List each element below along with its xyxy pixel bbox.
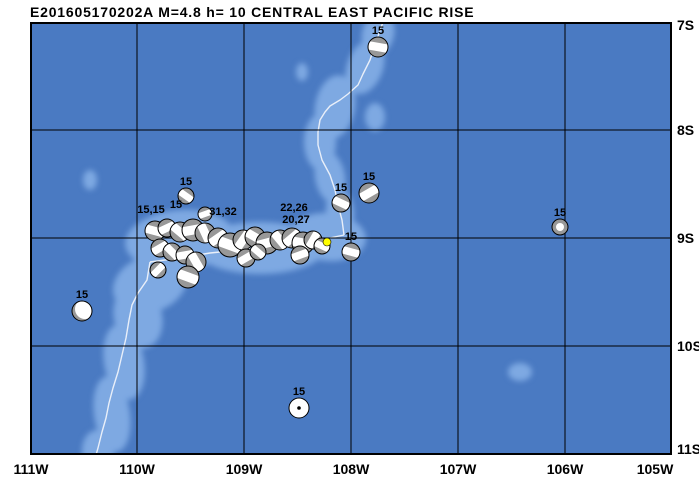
longitude-label: 110W bbox=[119, 461, 155, 477]
longitude-label: 109W bbox=[225, 461, 263, 477]
shallow-bathymetry-patch bbox=[83, 170, 97, 190]
latitude-label: 10S bbox=[677, 338, 699, 354]
map-frame bbox=[30, 22, 672, 455]
latitude-label: 9S bbox=[677, 230, 695, 246]
magnitude-label: 15 bbox=[180, 176, 192, 188]
event-marker-dot bbox=[322, 237, 332, 247]
longitude-label: 105W bbox=[636, 461, 674, 477]
longitude-label: 107W bbox=[439, 461, 477, 477]
beachball-marker bbox=[249, 243, 267, 261]
map-area: 15 15 15 15 15 15 15 15 15,15 15 31,32 22,26 20,27 bbox=[30, 22, 672, 455]
magnitude-label: 15,15 bbox=[137, 204, 165, 216]
beachball-marker: 15 bbox=[341, 231, 361, 262]
shallow-bathymetry-patch bbox=[365, 103, 385, 131]
magnitude-label: 20,27 bbox=[282, 214, 310, 226]
shallow-bathymetry-patch bbox=[296, 63, 308, 81]
magnitude-label: 15 bbox=[335, 182, 347, 194]
beachball-marker: 15 bbox=[288, 386, 310, 419]
beachball-marker bbox=[149, 261, 167, 279]
beachball-marker: 15 bbox=[331, 182, 351, 213]
beachball-marker: 15 bbox=[551, 207, 569, 236]
shallow-bathymetry-patch bbox=[508, 363, 532, 381]
magnitude-label: 15 bbox=[76, 289, 88, 301]
magnitude-label: 15 bbox=[372, 25, 384, 37]
latitude-label: 11S bbox=[677, 441, 699, 457]
ridge-axis-line bbox=[317, 22, 384, 236]
magnitude-label: 15 bbox=[293, 386, 305, 398]
magnitude-label: 15 bbox=[554, 207, 566, 219]
magnitude-label: 22,26 bbox=[280, 202, 308, 214]
latitude-label: 8S bbox=[677, 122, 695, 138]
beachball-marker: 15 bbox=[367, 25, 389, 58]
longitude-label: 106W bbox=[546, 461, 584, 477]
magnitude-label: 15 bbox=[345, 231, 357, 243]
beachball-marker bbox=[197, 206, 213, 222]
magnitude-label: 15 bbox=[363, 171, 375, 183]
longitude-label: 111W bbox=[13, 461, 49, 477]
shallow-bathymetry-patch bbox=[81, 430, 115, 455]
latitude-label: 7S bbox=[677, 17, 695, 33]
magnitude-label: 15 bbox=[170, 199, 182, 211]
beachball-marker: 15 bbox=[177, 176, 195, 205]
map-title: E201605170202A M=4.8 h= 10 CENTRAL EAST … bbox=[30, 4, 475, 20]
magnitude-label: 31,32 bbox=[209, 206, 237, 218]
beachball-marker: 15 bbox=[358, 171, 380, 204]
beachball-marker bbox=[176, 265, 200, 289]
beachball-marker bbox=[290, 245, 310, 265]
longitude-label: 108W bbox=[332, 461, 370, 477]
